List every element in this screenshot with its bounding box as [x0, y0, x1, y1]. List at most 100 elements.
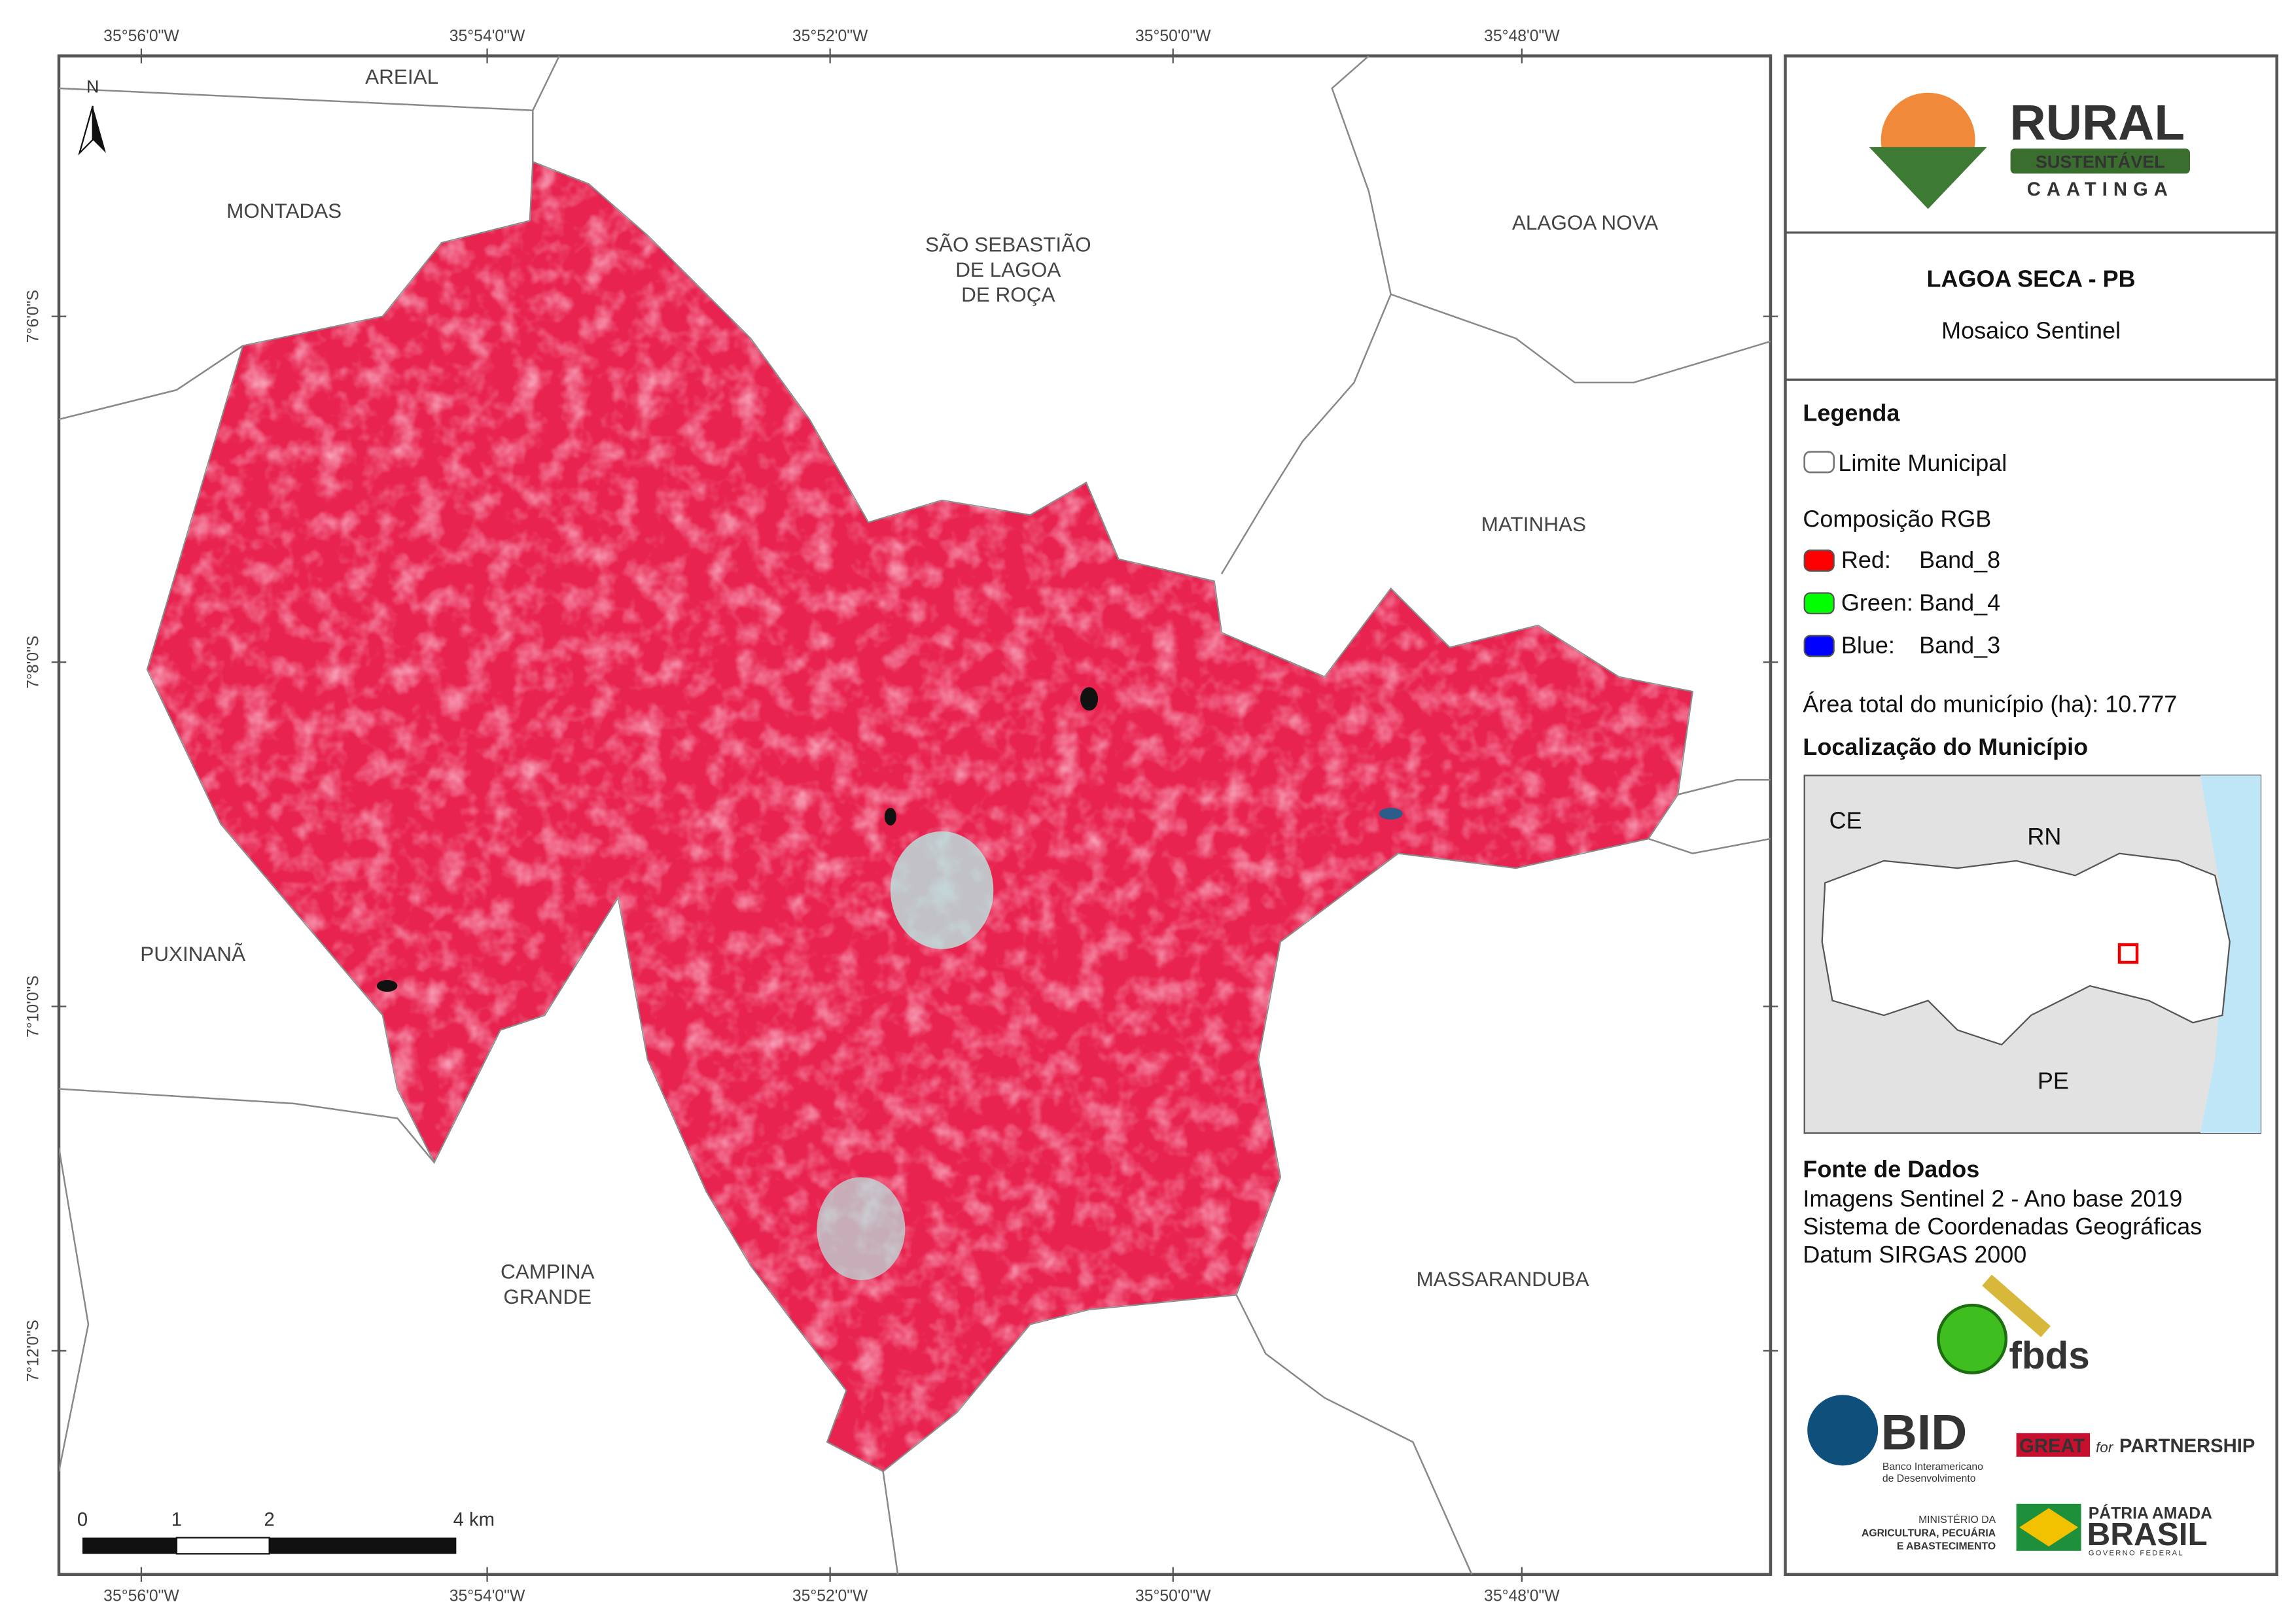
legend-heading: Legenda	[1803, 399, 1900, 426]
scale-segment	[269, 1537, 457, 1554]
north-label: N	[86, 77, 99, 97]
place-label: MATINHAS	[1481, 512, 1586, 536]
boundary-line	[59, 1147, 90, 1472]
legend-swatch	[1803, 635, 1835, 657]
coord-label: 35°50'0"W	[1135, 27, 1211, 45]
place-label: CAMPINA	[501, 1260, 594, 1283]
legend-subheading: Composição RGB	[1803, 505, 1991, 532]
legend-label: Limite Municipal	[1838, 449, 2007, 476]
boundary-line	[1677, 778, 1771, 795]
brasil-top: PÁTRIA AMADA	[2089, 1504, 2212, 1522]
location-heading: Localização do Município	[1803, 733, 2088, 760]
brasil-text: BRASIL	[2087, 1516, 2208, 1552]
brasil-gov: GOVERNO FEDERAL	[2089, 1550, 2184, 1558]
brasil-flag-diamond	[2019, 1508, 2079, 1547]
place-label: SÃO SEBASTIÃO	[925, 233, 1091, 256]
place-label: AREIAL	[365, 65, 438, 88]
scale-bar	[82, 1537, 457, 1555]
legend-band: Band_3	[1919, 632, 2000, 659]
fbds-circle	[1937, 1303, 2008, 1374]
great-box	[2016, 1433, 2091, 1457]
boundary-line	[1220, 56, 1392, 574]
north-arrow: N	[78, 77, 106, 156]
boundaries	[59, 56, 1771, 1575]
legend-swatch	[1803, 592, 1835, 615]
location-marker	[2117, 943, 2139, 964]
place-label: GRANDE	[503, 1285, 592, 1308]
area-text: Área total do município (ha): 10.777	[1803, 691, 2177, 718]
ministry-line: MINISTÉRIO DA	[1918, 1513, 1996, 1526]
scale-segment	[175, 1537, 270, 1555]
coord-label: 35°52'0"W	[792, 27, 868, 45]
source-line: Imagens Sentinel 2 - Ano base 2019	[1803, 1185, 2182, 1212]
scale-label: 1	[171, 1510, 182, 1531]
paraiba-state	[1821, 852, 2231, 1046]
sources-heading: Fonte de Dados	[1803, 1155, 1979, 1182]
place-label: ALAGOA NOVA	[1512, 211, 1658, 234]
water-body	[1379, 807, 1403, 820]
partner-logos: fbds BID Banco Interamericano de Desenvo…	[1807, 1274, 2255, 1558]
legend-channel: Red:	[1841, 546, 1891, 573]
coord-label: 7°8'0"S	[25, 636, 43, 689]
inset-label: PE	[2038, 1067, 2069, 1094]
water-body	[1080, 687, 1099, 711]
place-label: MONTADAS	[226, 199, 342, 222]
water-body	[884, 807, 896, 826]
great-partnership: PARTNERSHIP	[2119, 1436, 2255, 1457]
ministry-line: AGRICULTURA, PECUÁRIA	[1862, 1526, 1996, 1539]
boundary-line	[882, 1471, 899, 1575]
coord-label: 35°56'0"W	[103, 1587, 179, 1605]
coord-label: 35°56'0"W	[103, 27, 179, 45]
boundary-line	[1390, 293, 1771, 384]
bid-emblem	[1807, 1395, 1879, 1466]
scale-label: 4 km	[453, 1510, 495, 1531]
bid-name: de Desenvolvimento	[1882, 1473, 1976, 1484]
coord-label: 35°52'0"W	[792, 1587, 868, 1605]
arrow-half	[92, 105, 106, 153]
water-body	[376, 980, 398, 992]
urban-area	[817, 1177, 906, 1280]
boundary-line	[59, 1088, 435, 1163]
legend-channel: Green:	[1841, 589, 1913, 616]
inset-map: CE RN PE	[1803, 775, 2262, 1134]
inset-label: RN	[2027, 823, 2061, 850]
map-labels: 35°56'0"W 35°56'0"W 35°54'0"W 35°54'0"W 35°5…	[25, 27, 1778, 1605]
boundary-line	[1235, 1294, 1473, 1575]
great-text: GREAT	[2019, 1436, 2085, 1457]
place-label: MASSARANDUBA	[1416, 1267, 1589, 1291]
ministry-line: E ABASTECIMENTO	[1897, 1541, 1996, 1552]
scale-label: 2	[264, 1510, 275, 1531]
tree-shield	[1869, 147, 1987, 209]
inset-label: CE	[1829, 807, 1862, 833]
logo-title: RURAL	[2010, 96, 2185, 151]
coord-label: 35°48'0"W	[1484, 27, 1560, 45]
coord-label: 35°54'0"W	[450, 1587, 525, 1605]
legend-channel: Blue:	[1841, 632, 1895, 659]
ocean	[2200, 775, 2261, 1133]
logo-subtitle: SUSTENTÁVEL	[2036, 151, 2165, 171]
bid-name: Banco Interamericano	[1882, 1461, 1983, 1473]
fbds-mark	[1982, 1274, 2051, 1338]
boundary-line	[59, 345, 243, 421]
scale-label: 0	[77, 1510, 88, 1531]
source-line: Sistema de Coordenadas Geográficas	[1803, 1213, 2202, 1240]
place-label: DE ROÇA	[961, 283, 1055, 306]
scale-segment	[82, 1537, 177, 1554]
logo-tagline: CAATINGA	[2027, 179, 2174, 200]
rural-logo: RURAL SUSTENTÁVEL CAATINGA	[1869, 92, 2191, 209]
coord-label: 35°48'0"W	[1484, 1587, 1560, 1605]
coord-label: 7°12'0"S	[25, 1319, 43, 1382]
coord-label: 7°6'0"S	[25, 290, 43, 343]
legend-band: Band_4	[1919, 589, 2000, 616]
place-label: PUXINANÃ	[140, 942, 245, 966]
coord-label: 35°54'0"W	[450, 27, 525, 45]
place-label: DE LAGOA	[955, 258, 1061, 281]
boundary-line	[1648, 837, 1771, 854]
source-line: Datum SIRGAS 2000	[1803, 1241, 2026, 1268]
map-title: LAGOA SECA - PB	[1927, 266, 2136, 292]
map-subtitle: Mosaico Sentinel	[1941, 317, 2121, 343]
urban-area	[890, 831, 994, 949]
legend-swatch	[1803, 550, 1835, 572]
bid-text: BID	[1881, 1405, 1968, 1461]
